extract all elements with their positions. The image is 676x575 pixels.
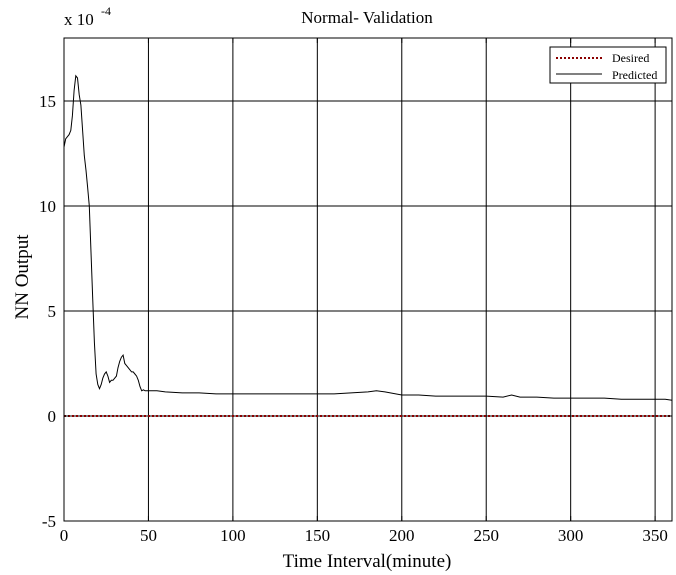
legend-box bbox=[549, 46, 667, 84]
x-axis-label: Time Interval(minute) bbox=[283, 551, 452, 572]
legend-predicted-label: Predicted bbox=[612, 68, 657, 82]
plot-frame bbox=[63, 37, 673, 522]
legend-desired-label: Desired bbox=[612, 51, 649, 65]
y-axis-label: NN Output bbox=[12, 234, 33, 320]
x-tick-label: 100 bbox=[220, 526, 246, 545]
x-tick-label: 50 bbox=[140, 526, 157, 545]
y-tick-label: -5 bbox=[42, 512, 56, 531]
y-tick-label: 5 bbox=[48, 302, 57, 321]
x-tick-label: 250 bbox=[473, 526, 499, 545]
y-tick-label: 0 bbox=[48, 407, 57, 426]
y-tick-label: 15 bbox=[39, 92, 56, 111]
series-layer bbox=[63, 74, 673, 417]
y-multiplier-base: x 10 bbox=[64, 10, 94, 29]
y-multiplier-exponent: -4 bbox=[101, 4, 111, 18]
grid-lines bbox=[64, 38, 672, 521]
y-tick-label: 10 bbox=[39, 197, 56, 216]
x-tick-label: 0 bbox=[60, 526, 69, 545]
x-tick-label: 150 bbox=[305, 526, 331, 545]
x-tick-label: 350 bbox=[642, 526, 668, 545]
chart-title: Normal- Validation bbox=[301, 8, 433, 27]
x-tick-label: 300 bbox=[558, 526, 584, 545]
series-line-predicted bbox=[63, 74, 673, 401]
y-multiplier: x 10 -4 bbox=[64, 4, 111, 29]
legend: Desired Predicted bbox=[549, 46, 667, 84]
x-tick-label: 200 bbox=[389, 526, 415, 545]
